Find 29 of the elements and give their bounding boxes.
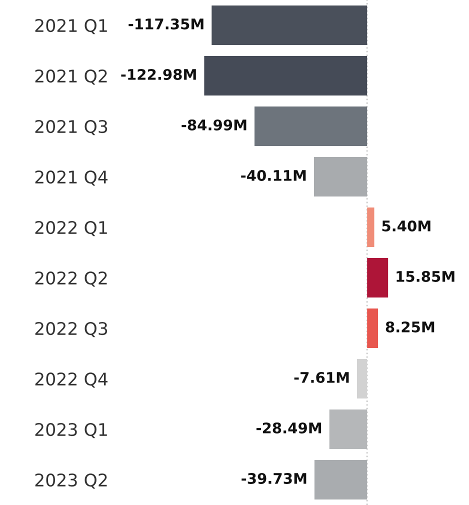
bar [212,6,368,45]
data-label: 8.25M [386,321,434,332]
data-label: -122.98M [121,68,196,80]
bar [314,460,368,500]
y-tick-label: 2022 Q3 [35,322,108,338]
data-label: 5.40M [382,220,430,232]
y-tick-label: 2022 Q2 [35,271,107,287]
data-label: -84.99M [182,119,246,130]
bar [314,157,368,196]
data-label: -39.73M [242,472,306,484]
bar [367,258,388,298]
y-tick-label: 2023 Q2 [35,473,107,489]
y-tick-label: 2021 Q2 [35,69,107,85]
data-label: 15.85M [396,270,454,282]
data-label: -40.11M [241,170,306,181]
y-tick-label: 2021 Q1 [35,18,107,34]
data-label: -117.35M [128,18,204,30]
y-tick-label: 2022 Q1 [35,220,107,236]
bar [367,308,378,348]
bar [367,208,374,247]
y-tick-label: 2021 Q4 [35,170,108,186]
data-label: -7.61M [294,372,349,383]
y-tick-label: 2023 Q1 [35,422,107,438]
data-label: -28.49M [256,422,322,434]
y-tick-label: 2021 Q3 [35,120,108,136]
bar [254,106,368,146]
bar [204,56,368,96]
bar [329,410,368,449]
y-tick-label: 2022 Q4 [35,372,108,388]
